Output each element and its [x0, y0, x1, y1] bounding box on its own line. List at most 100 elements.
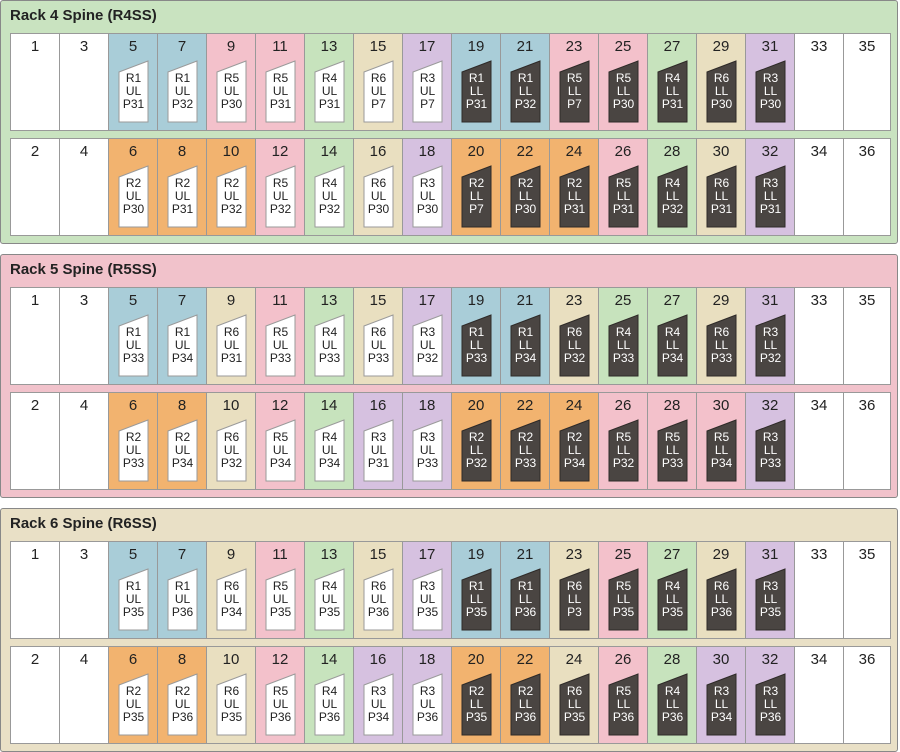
connection-leaf: UL	[419, 443, 436, 457]
cable-connector-icon	[559, 165, 590, 228]
switch-port-3: 3	[59, 287, 109, 385]
connector-tab-shape	[118, 568, 149, 631]
port-number: 15	[369, 38, 387, 55]
port-number: 26	[614, 397, 632, 414]
connector-tab-shape	[118, 673, 149, 736]
connection-port: P32	[269, 202, 292, 216]
connection-leaf: LL	[665, 443, 680, 457]
connector-tab-shape	[363, 568, 394, 631]
connection-port: P32	[171, 97, 194, 111]
port-row-odd: 1 3 5 R1 UL P33 7 R1 UL P34 9 R6 UL P31 11 R5 UL P33 13 R4 U…	[10, 287, 891, 385]
connection-leaf: UL	[419, 84, 436, 98]
connector-tab-shape	[461, 60, 492, 123]
port-number: 22	[516, 397, 534, 414]
switch-port-18: 18 R3 UL P36	[402, 646, 452, 744]
connection-label: R6 UL P34	[215, 580, 248, 619]
connection-rack: R6	[713, 579, 730, 593]
connector-tab-shape	[412, 314, 443, 377]
connection-label: R3 LL P31	[754, 177, 787, 216]
connection-rack: R2	[566, 176, 583, 190]
connection-port: P31	[465, 97, 488, 111]
connector-tab-shape	[559, 419, 590, 482]
connection-leaf: LL	[665, 338, 680, 352]
connection-port: P31	[367, 456, 390, 470]
connection-rack: R5	[566, 71, 583, 85]
switch-port-3: 3	[59, 541, 109, 639]
connection-leaf: UL	[419, 592, 436, 606]
port-number: 34	[810, 143, 828, 160]
connection-port: P36	[759, 710, 782, 724]
port-number: 32	[761, 143, 779, 160]
port-number: 8	[177, 397, 187, 414]
connector-tab-shape	[216, 60, 247, 123]
connection-rack: R6	[223, 579, 240, 593]
port-number: 5	[128, 546, 138, 563]
connection-rack: R1	[517, 579, 534, 593]
port-number: 14	[320, 651, 338, 668]
port-number: 9	[226, 292, 236, 309]
cable-connector-icon	[559, 568, 590, 631]
connection-leaf: LL	[763, 84, 778, 98]
switch-port-20: 20 R2 LL P35	[451, 646, 501, 744]
connector-tab-shape	[657, 60, 688, 123]
port-number: 36	[858, 397, 876, 414]
connection-rack: R2	[566, 430, 583, 444]
port-number: 29	[712, 38, 730, 55]
connection-port: P31	[563, 202, 586, 216]
connection-label: R6 UL P7	[362, 72, 395, 111]
connection-rack: R2	[517, 430, 534, 444]
switch-port-14: 14 R4 UL P34	[304, 392, 354, 490]
connection-rack: R3	[419, 684, 436, 698]
connection-leaf: LL	[567, 592, 582, 606]
connection-label: R3 LL P36	[754, 685, 787, 724]
connection-label: R2 LL P33	[509, 431, 542, 470]
connection-label: R2 LL P32	[460, 431, 493, 470]
switch-port-6: 6 R2 UL P33	[108, 392, 158, 490]
connector-tab-shape	[216, 673, 247, 736]
port-number: 14	[320, 143, 338, 160]
port-number: 21	[516, 546, 534, 563]
connection-leaf: LL	[616, 84, 631, 98]
connection-rack: R3	[419, 176, 436, 190]
connection-label: R6 LL P3	[558, 580, 591, 619]
port-number: 25	[614, 38, 632, 55]
port-number: 22	[516, 143, 534, 160]
cable-connector-icon	[608, 673, 639, 736]
connection-rack: R5	[272, 430, 289, 444]
port-number: 30	[712, 397, 730, 414]
cable-connector-icon	[265, 419, 296, 482]
port-number: 20	[467, 397, 485, 414]
connector-tab-shape	[755, 419, 786, 482]
connection-port: P36	[612, 710, 635, 724]
switch-port-2: 2	[10, 392, 60, 490]
connection-leaf: LL	[518, 697, 533, 711]
connection-port: P33	[612, 351, 635, 365]
connection-port: P35	[416, 605, 439, 619]
connection-leaf: LL	[763, 443, 778, 457]
connection-leaf: UL	[419, 189, 436, 203]
switch-port-23: 23 R6 LL P32	[549, 287, 599, 385]
connector-tab-shape	[657, 419, 688, 482]
connection-rack: R3	[419, 430, 436, 444]
cable-connector-icon	[706, 165, 737, 228]
connection-leaf: UL	[272, 189, 289, 203]
switch-port-13: 13 R4 UL P35	[304, 541, 354, 639]
connection-label: R4 UL P36	[313, 685, 346, 724]
connection-label: R4 UL P34	[313, 431, 346, 470]
connection-label: R1 UL P36	[166, 580, 199, 619]
connection-port: P31	[710, 202, 733, 216]
connector-tab-shape	[363, 314, 394, 377]
connector-tab-shape	[755, 314, 786, 377]
switch-port-3: 3	[59, 33, 109, 131]
cable-connector-icon	[314, 60, 345, 123]
connection-leaf: UL	[321, 697, 338, 711]
connection-label: R5 LL P33	[656, 431, 689, 470]
port-number: 27	[663, 546, 681, 563]
connection-label: R6 LL P30	[705, 72, 738, 111]
connection-label: R3 UL P33	[411, 431, 444, 470]
connection-rack: R4	[664, 579, 681, 593]
port-number: 15	[369, 292, 387, 309]
connection-port: P34	[710, 456, 733, 470]
connection-rack: R5	[272, 71, 289, 85]
connector-tab-shape	[167, 568, 198, 631]
